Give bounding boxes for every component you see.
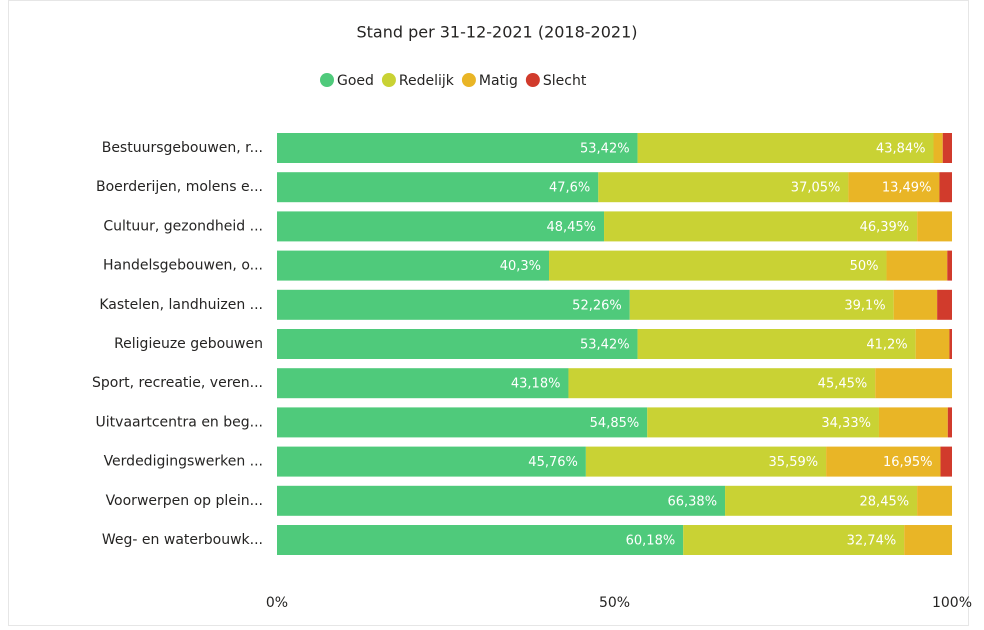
bar-segment: [277, 368, 569, 399]
data-label: 54,85%: [590, 416, 640, 431]
bar-segment: [277, 407, 648, 438]
data-label: 46,39%: [860, 220, 910, 235]
data-label: 60,18%: [626, 534, 676, 549]
bar-segment: [598, 172, 849, 203]
bar-segment: [893, 289, 938, 320]
data-label: 53,42%: [580, 142, 630, 157]
x-tick-label: 100%: [932, 595, 972, 611]
data-label: 41,2%: [866, 338, 907, 353]
bar-segment: [848, 172, 940, 203]
data-label: 47,6%: [549, 181, 590, 196]
legend-label: Redelijk: [399, 73, 455, 89]
y-tick-label: Kastelen, landhuizen ...: [99, 297, 263, 313]
bar-segment: [604, 211, 918, 242]
legend-label: Matig: [479, 73, 518, 89]
bar-segment: [949, 329, 952, 359]
bar-segment: [277, 446, 586, 477]
y-tick-label: Sport, recreatie, veren...: [92, 375, 263, 391]
bar-segment: [886, 250, 948, 281]
legend-swatch: [461, 73, 476, 87]
bar-segment: [940, 446, 952, 477]
x-tick-label: 50%: [599, 595, 630, 611]
bar-segment: [917, 211, 952, 242]
bar-segment: [904, 525, 952, 555]
bar-segment: [585, 446, 827, 477]
y-tick-label: Weg- en waterbouwk...: [102, 532, 263, 548]
bar-segment: [637, 329, 916, 359]
y-tick-label: Verdedigingswerken ...: [104, 454, 263, 470]
bar-segment: [683, 525, 905, 555]
data-label: 48,45%: [546, 220, 596, 235]
bar-segment: [939, 172, 952, 203]
bar-segment: [277, 250, 550, 281]
y-tick-label: Cultuur, gezondheid ...: [103, 218, 263, 234]
y-tick-label: Handelsgebouwen, o...: [103, 258, 263, 274]
bar-segment: [917, 485, 952, 516]
bar-segment: [933, 133, 943, 163]
bar-segment: [915, 329, 950, 359]
bar-segment: [878, 407, 948, 438]
data-label: 13,49%: [882, 181, 932, 196]
bar-segment: [875, 368, 952, 399]
data-label: 34,33%: [821, 416, 871, 431]
data-label: 35,59%: [769, 455, 819, 470]
bar-segment: [277, 133, 638, 163]
bar-segment: [725, 485, 918, 516]
legend-swatch: [381, 73, 396, 87]
data-label: 53,42%: [580, 338, 630, 353]
bar-segment: [942, 133, 952, 163]
bar-segment: [947, 407, 952, 438]
chart-title: Stand per 31-12-2021 (2018-2021): [356, 23, 637, 42]
data-label: 32,74%: [847, 534, 897, 549]
data-label: 66,38%: [667, 494, 717, 509]
bar-segment: [277, 485, 726, 516]
data-label: 50%: [850, 259, 879, 274]
bar-segment: [637, 133, 934, 163]
legend-label: Goed: [337, 73, 374, 89]
data-label: 43,18%: [511, 377, 561, 392]
bar-segment: [277, 289, 630, 320]
y-tick-label: Bestuursgebouwen, r...: [102, 140, 263, 156]
bar-segment: [568, 368, 876, 399]
bar-segment: [277, 525, 684, 555]
y-tick-label: Boerderijen, molens e...: [96, 179, 263, 195]
data-label: 52,26%: [572, 298, 622, 313]
bar-segment: [947, 250, 952, 281]
data-label: 28,45%: [860, 494, 910, 509]
legend-label: Slecht: [543, 73, 587, 89]
bar-segment: [277, 172, 599, 203]
data-label: 39,1%: [844, 298, 885, 313]
bar-segment: [277, 211, 605, 242]
data-label: 40,3%: [500, 259, 541, 274]
data-label: 45,45%: [818, 377, 868, 392]
bar-segment: [826, 446, 941, 477]
bar-segment: [549, 250, 887, 281]
x-tick-label: 0%: [266, 595, 288, 611]
legend-swatch: [320, 73, 334, 87]
data-label: 43,84%: [876, 142, 926, 157]
data-label: 16,95%: [883, 455, 933, 470]
bar-segment: [629, 289, 894, 320]
y-tick-label: Voorwerpen op plein...: [106, 493, 263, 509]
data-label: 45,76%: [528, 455, 578, 470]
y-tick-label: Uitvaartcentra en beg...: [96, 414, 263, 430]
y-tick-label: Religieuze gebouwen: [114, 336, 263, 352]
legend-swatch: [525, 73, 540, 87]
data-label: 37,05%: [791, 181, 841, 196]
bar-segment: [277, 329, 638, 359]
bar-segment: [647, 407, 879, 438]
bar-segment: [937, 289, 952, 320]
